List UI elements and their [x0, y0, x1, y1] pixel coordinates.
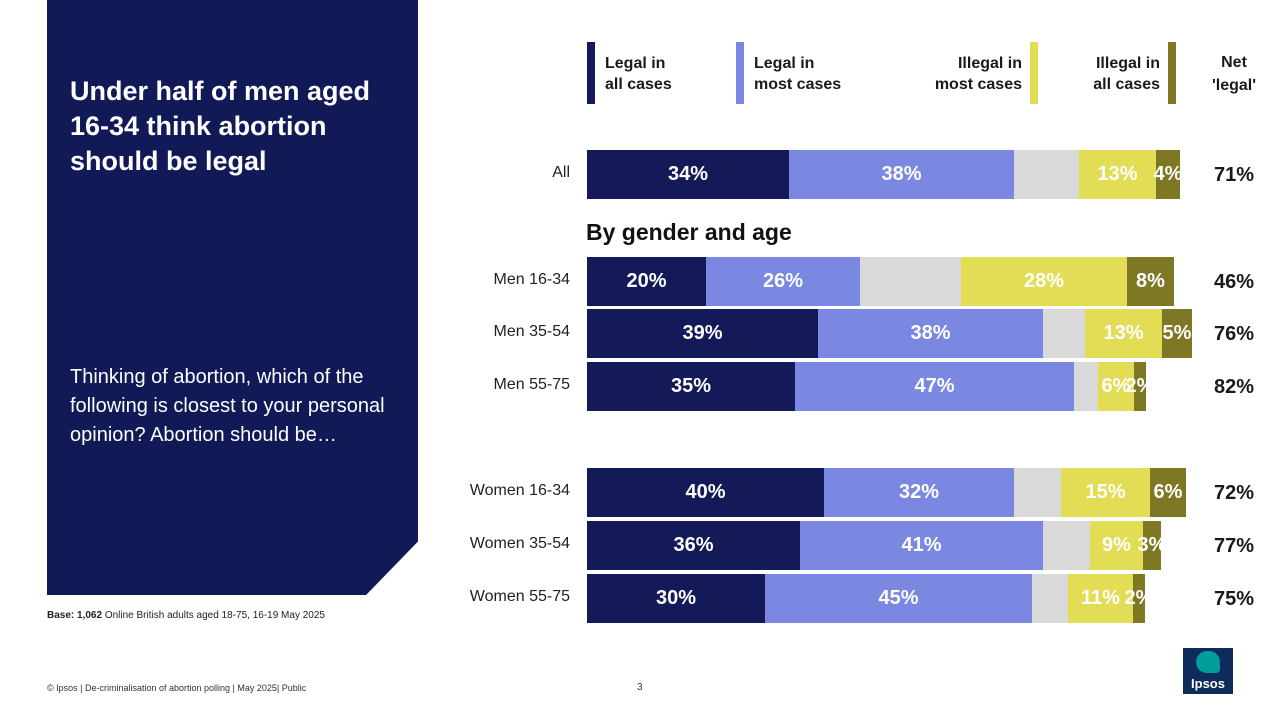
data-label: 28%: [1023, 270, 1065, 292]
data-label: 11%: [1081, 587, 1120, 609]
data-label: 38%: [881, 163, 922, 185]
data-label: 39%: [682, 322, 723, 344]
row-label: Women 55-75: [469, 588, 570, 605]
data-label: 13%: [1097, 163, 1138, 185]
row-label: Men 55-75: [493, 376, 571, 393]
data-label: 47%: [914, 375, 955, 397]
data-label: 26%: [762, 270, 804, 292]
bar-segment-illegal-most: 11%: [1068, 574, 1133, 623]
data-label: 30%: [655, 587, 697, 609]
net-legal-value: 82%: [1213, 376, 1255, 398]
bar-segment-legal-all: 36%: [587, 521, 800, 570]
data-label: 38%: [910, 322, 951, 344]
bar-segment-illegal-all: 2%: [1126, 362, 1154, 411]
net-legal-value: 46%: [1213, 271, 1255, 293]
page-number: 3: [637, 682, 643, 693]
row-label: All: [552, 164, 570, 181]
bar-segment-legal-most: 38%: [789, 150, 1014, 199]
legend-swatch-legal-all: [587, 42, 595, 104]
data-label: 41%: [901, 534, 942, 556]
survey-question: Thinking of abortion, which of the follo…: [70, 366, 385, 446]
row-label: Women 35-54: [469, 535, 570, 552]
headline: Under half of men aged 16-34 think abort…: [70, 76, 371, 176]
bar-segment-neither: [1043, 521, 1090, 570]
data-label: 6%: [1153, 481, 1183, 503]
bar-segment-illegal-all: 3%: [1138, 521, 1166, 570]
row-label: Men 16-34: [493, 271, 571, 288]
bar-segment-neither: [1032, 574, 1068, 623]
legend-swatch-legal-most: [736, 42, 744, 104]
data-label: 34%: [667, 163, 709, 185]
legend-swatch-illegal-most: [1030, 42, 1038, 104]
bar-segment-neither: [860, 257, 961, 306]
group-heading: By gender and age: [586, 219, 792, 245]
bar-segment-neither: [1014, 150, 1079, 199]
bar-segment-legal-all: 30%: [587, 574, 765, 623]
data-label: 32%: [898, 481, 940, 503]
data-label: 15%: [1085, 481, 1126, 503]
net-legal-value: 77%: [1213, 535, 1255, 557]
data-label: 40%: [685, 481, 726, 503]
legend-label-illegal-most: Illegal in most cases: [934, 55, 1022, 93]
net-legal-value: 76%: [1213, 323, 1255, 345]
data-label: 6%: [1101, 375, 1131, 397]
bar-segment-neither: [1014, 468, 1061, 517]
ipsos-logo: Ipsos: [1183, 648, 1233, 694]
bar-segment-legal-all: 20%: [587, 257, 706, 306]
row-label: Men 35-54: [493, 323, 571, 340]
bar-segment-legal-most: 32%: [824, 468, 1014, 517]
headline-panel: [47, 0, 418, 595]
bar-segment-illegal-all: 5%: [1162, 309, 1192, 358]
bar-segment-legal-all: 35%: [587, 362, 795, 411]
logo-mark-icon: [1196, 651, 1220, 673]
data-label: 45%: [878, 587, 919, 609]
data-label: 4%: [1153, 163, 1183, 185]
legend-label-legal-most: Legal in most cases: [754, 55, 842, 93]
bar-segment-illegal-all: 4%: [1153, 150, 1183, 199]
bar-segment-neither: [1074, 362, 1098, 411]
data-label: 2%: [1125, 375, 1155, 397]
bar-segment-legal-most: 47%: [795, 362, 1074, 411]
bar-segment-illegal-all: 6%: [1150, 468, 1186, 517]
bar-segment-illegal-most: 9%: [1090, 521, 1143, 570]
net-legal-value: 75%: [1213, 588, 1255, 610]
bar-segment-illegal-all: 2%: [1125, 574, 1153, 623]
bar-segment-illegal-most: 13%: [1085, 309, 1162, 358]
legend-swatch-illegal-all: [1168, 42, 1176, 104]
bar-segment-legal-all: 40%: [587, 468, 824, 517]
bar-segment-legal-most: 41%: [800, 521, 1043, 570]
net-legal-value: 72%: [1213, 482, 1255, 504]
bar-segment-legal-most: 26%: [706, 257, 860, 306]
data-label: 20%: [626, 270, 667, 292]
data-label: 3%: [1137, 534, 1167, 556]
bar-segment-illegal-most: 15%: [1061, 468, 1150, 517]
data-label: 5%: [1162, 322, 1192, 344]
net-legal-header: Net'legal': [1211, 54, 1257, 94]
bar-segment-illegal-most: 28%: [961, 257, 1127, 306]
data-label: 9%: [1102, 534, 1131, 556]
logo-text: Ipsos: [1191, 676, 1225, 691]
bar-segment-illegal-most: 6%: [1098, 362, 1134, 411]
bar-segment-legal-most: 45%: [765, 574, 1032, 623]
net-legal-value: 71%: [1213, 164, 1255, 186]
bar-segment-legal-all: 34%: [587, 150, 789, 199]
legend-label-illegal-all: Illegal in all cases: [1093, 55, 1160, 93]
data-label: 35%: [670, 375, 712, 397]
base-note-label: Base: 1,062: [47, 610, 103, 621]
data-label: 2%: [1124, 587, 1154, 609]
legend-label-legal-all: Legal in all cases: [605, 55, 672, 93]
data-label: 36%: [673, 534, 714, 556]
row-label: Women 16-34: [469, 482, 570, 499]
bar-segment-illegal-most: 13%: [1079, 150, 1156, 199]
data-label: 8%: [1136, 270, 1165, 292]
bar-segment-neither: [1043, 309, 1085, 358]
bar-segment-legal-all: 39%: [587, 309, 818, 358]
bar-segment-legal-most: 38%: [818, 309, 1043, 358]
base-note: Base: 1,062 Online British adults aged 1…: [47, 610, 325, 621]
data-label: 13%: [1103, 322, 1144, 344]
base-note-text: Online British adults aged 18-75, 16-19 …: [104, 610, 325, 621]
footer-text: © Ipsos | De-criminalisation of abortion…: [47, 683, 307, 693]
bar-segment-illegal-all: 8%: [1127, 257, 1174, 306]
